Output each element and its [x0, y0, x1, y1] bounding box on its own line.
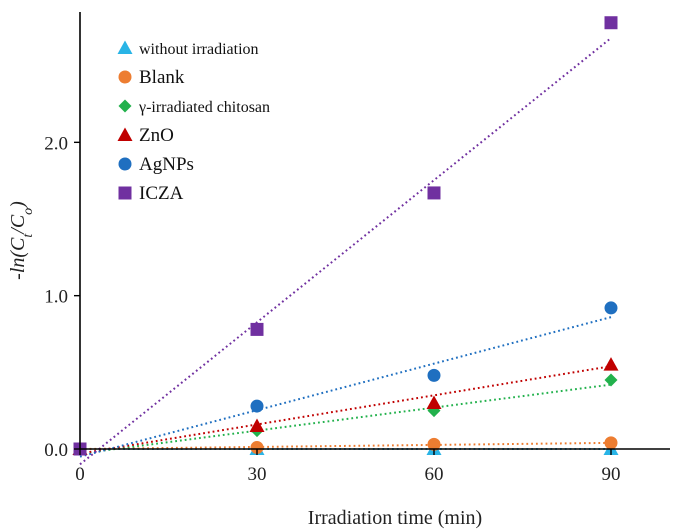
legend-label-irradiated-chitosan: γ-irradiated chitosan: [138, 99, 270, 116]
y-tick-label: 2.0: [44, 133, 68, 154]
y-title-sub-t: t: [21, 233, 36, 238]
legend-marker-agnps: [118, 157, 132, 171]
y-title-prefix: -ln(: [7, 250, 29, 280]
legend-label-icza: ICZA: [139, 183, 184, 204]
point-blank: [427, 437, 441, 451]
y-title-c1: C: [7, 237, 29, 251]
point-zno: [603, 357, 619, 371]
trendline-blank: [79, 441, 612, 450]
legend-label-blank: Blank: [139, 67, 185, 88]
point-agnps: [250, 399, 264, 413]
legend: without irradiation Blank γ-irradiated chi…: [117, 40, 270, 204]
y-title-c2: C: [7, 214, 29, 228]
legend-marker-blank: [118, 70, 132, 84]
point-blank: [604, 436, 618, 450]
legend-marker-icza: [118, 186, 132, 200]
trendline-zno: [79, 365, 612, 455]
legend-label-zno: ZnO: [139, 125, 174, 146]
x-tick-label: 90: [602, 464, 621, 485]
point-icza: [604, 16, 618, 30]
point-zno: [426, 395, 442, 409]
x-tick-label: 30: [248, 464, 267, 485]
legend-marker-without-irradiation: [117, 40, 133, 54]
y-tick-label: 1.0: [44, 287, 68, 308]
x-tick-label: 60: [425, 464, 444, 485]
point-agnps: [427, 368, 441, 382]
point-zno: [249, 418, 265, 432]
legend-marker-irradiated-chitosan: [118, 99, 132, 113]
trendline-icza: [79, 37, 612, 466]
x-tick-label: 0: [75, 464, 85, 485]
y-title-slash: /: [7, 226, 29, 235]
legend-label-agnps: AgNPs: [139, 154, 194, 175]
x-axis-title: Irradiation time (min): [308, 507, 482, 529]
y-axis-title: -ln(Ct/Co): [7, 201, 36, 280]
legend-marker-zno: [117, 127, 133, 141]
y-title-sub-o: o: [21, 208, 36, 215]
y-title-suffix: ): [7, 201, 29, 209]
point-agnps: [604, 301, 618, 315]
point-icza: [427, 186, 441, 200]
y-tick-label: 0.0: [44, 440, 68, 461]
point-icza: [250, 322, 264, 336]
legend-label-without-irradiation: without irradiation: [139, 41, 259, 58]
trendline-agnps: [79, 316, 612, 458]
ticks-layer: 0 30 60 90 0.0 1.0 2.0: [44, 133, 620, 485]
point-blank: [250, 440, 264, 454]
point-irradiated-chitosan: [604, 373, 618, 387]
